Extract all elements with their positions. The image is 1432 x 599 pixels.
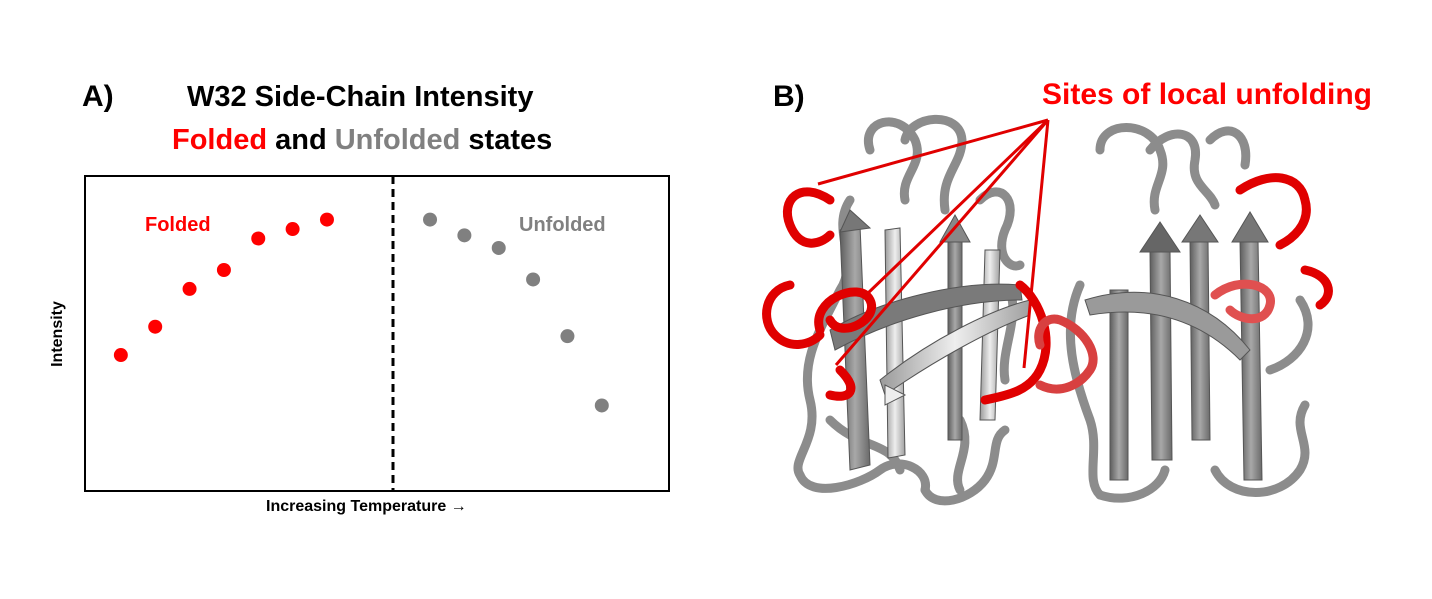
folded-point-5	[251, 231, 266, 246]
unfolded-point-5	[560, 329, 575, 344]
title-and: and	[267, 124, 335, 156]
unfolded-point-1	[423, 212, 438, 227]
right-red-loops	[1034, 173, 1333, 394]
chart-title-line2: Folded and Unfolded states	[172, 124, 552, 157]
title-unfolded: Unfolded	[334, 124, 461, 156]
left-red-loops	[762, 187, 1051, 405]
title-folded: Folded	[172, 124, 268, 156]
folded-point-3	[182, 281, 197, 296]
folded-point-6	[285, 222, 300, 237]
unfolding-annotation: Sites of local unfolding	[1042, 78, 1372, 111]
panel-b-label: B)	[773, 80, 805, 113]
x-axis-label: Increasing Temperature →	[266, 498, 467, 515]
folded-point-4	[216, 263, 231, 277]
folded-point-2	[148, 319, 163, 334]
right-strands	[1084, 211, 1269, 481]
chart-title-line1: W32 Side-Chain Intensity	[187, 81, 534, 113]
panel-a-label: A)	[82, 80, 114, 113]
plot-frame	[84, 175, 670, 492]
data-points	[113, 212, 609, 413]
unfolded-point-2	[457, 228, 472, 243]
region-folded-label: Folded	[145, 214, 211, 236]
unfolded-point-4	[526, 272, 541, 287]
title-states: states	[460, 124, 553, 156]
left-strands	[829, 209, 1031, 471]
folded-point-7	[319, 212, 334, 227]
region-unfolded-label: Unfolded	[519, 214, 606, 236]
unfolded-point-3	[491, 240, 506, 255]
annotation-pointers	[817, 118, 1050, 369]
unfolded-point-6	[594, 398, 609, 413]
folded-point-1	[113, 348, 128, 363]
